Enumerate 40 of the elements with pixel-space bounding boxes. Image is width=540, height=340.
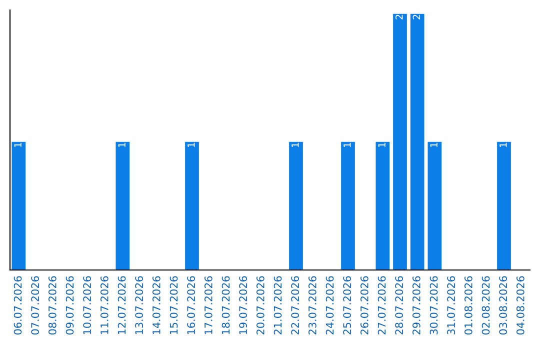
x-tick-label: 01.08.2026 <box>464 276 472 335</box>
x-tick-label: 27.07.2026 <box>378 276 386 334</box>
x-tick-label: 07.07.2026 <box>31 276 40 335</box>
data-label: 1 <box>344 142 351 148</box>
x-tick-label: 14.07.2026 <box>152 276 160 334</box>
data-label: 1 <box>188 142 195 148</box>
data-label: 2 <box>412 14 420 20</box>
x-tick-label: 20.07.2026 <box>256 276 264 334</box>
x-tick-label: 17.07.2026 <box>204 276 212 334</box>
x-tick-label: 19.07.2026 <box>239 276 248 334</box>
data-label: 1 <box>378 142 386 148</box>
x-tick-label: 29.07.2026 <box>412 276 420 334</box>
x-tick-label: 21.07.2026 <box>274 276 282 334</box>
x-tick-label: 08.07.2026 <box>48 276 56 335</box>
x-tick-label: 28.07.2026 <box>395 276 404 334</box>
x-tick-label: 03.08.2026 <box>499 276 508 335</box>
data-label: 1 <box>292 142 299 148</box>
data-label: 1 <box>14 142 22 148</box>
x-tick-label: 23.07.2026 <box>308 276 316 334</box>
x-tick-label: 26.07.2026 <box>360 276 368 334</box>
x-tick-label: 06.07.2026 <box>14 276 22 335</box>
data-label: 1 <box>430 142 438 148</box>
x-tick-label: 25.07.2026 <box>343 276 352 334</box>
data-label: 1 <box>118 142 126 148</box>
data-label: 1 <box>500 142 507 148</box>
x-tick-label: 09.07.2026 <box>66 276 74 335</box>
x-tick-label: 31.07.2026 <box>447 276 456 334</box>
x-tick-label: 12.07.2026 <box>118 276 126 334</box>
x-tick-label: 04.08.2026 <box>516 276 524 335</box>
x-tick-label: 22.07.2026 <box>291 276 300 334</box>
x-tick-label: 10.07.2026 <box>83 276 92 334</box>
x-tick-label: 11.07.2026 <box>100 276 108 334</box>
data-label: 2 <box>395 14 403 20</box>
x-tick-label: 13.07.2026 <box>135 276 144 334</box>
x-tick-label: 18.07.2026 <box>222 276 230 334</box>
x-tick-label: 30.07.2026 <box>430 276 438 334</box>
x-tick-label: 15.07.2026 <box>170 276 178 334</box>
x-tick-label: 16.07.2026 <box>187 276 196 334</box>
x-tick-label: 02.08.2026 <box>482 276 490 335</box>
x-tick-label: 24.07.2026 <box>326 276 334 334</box>
